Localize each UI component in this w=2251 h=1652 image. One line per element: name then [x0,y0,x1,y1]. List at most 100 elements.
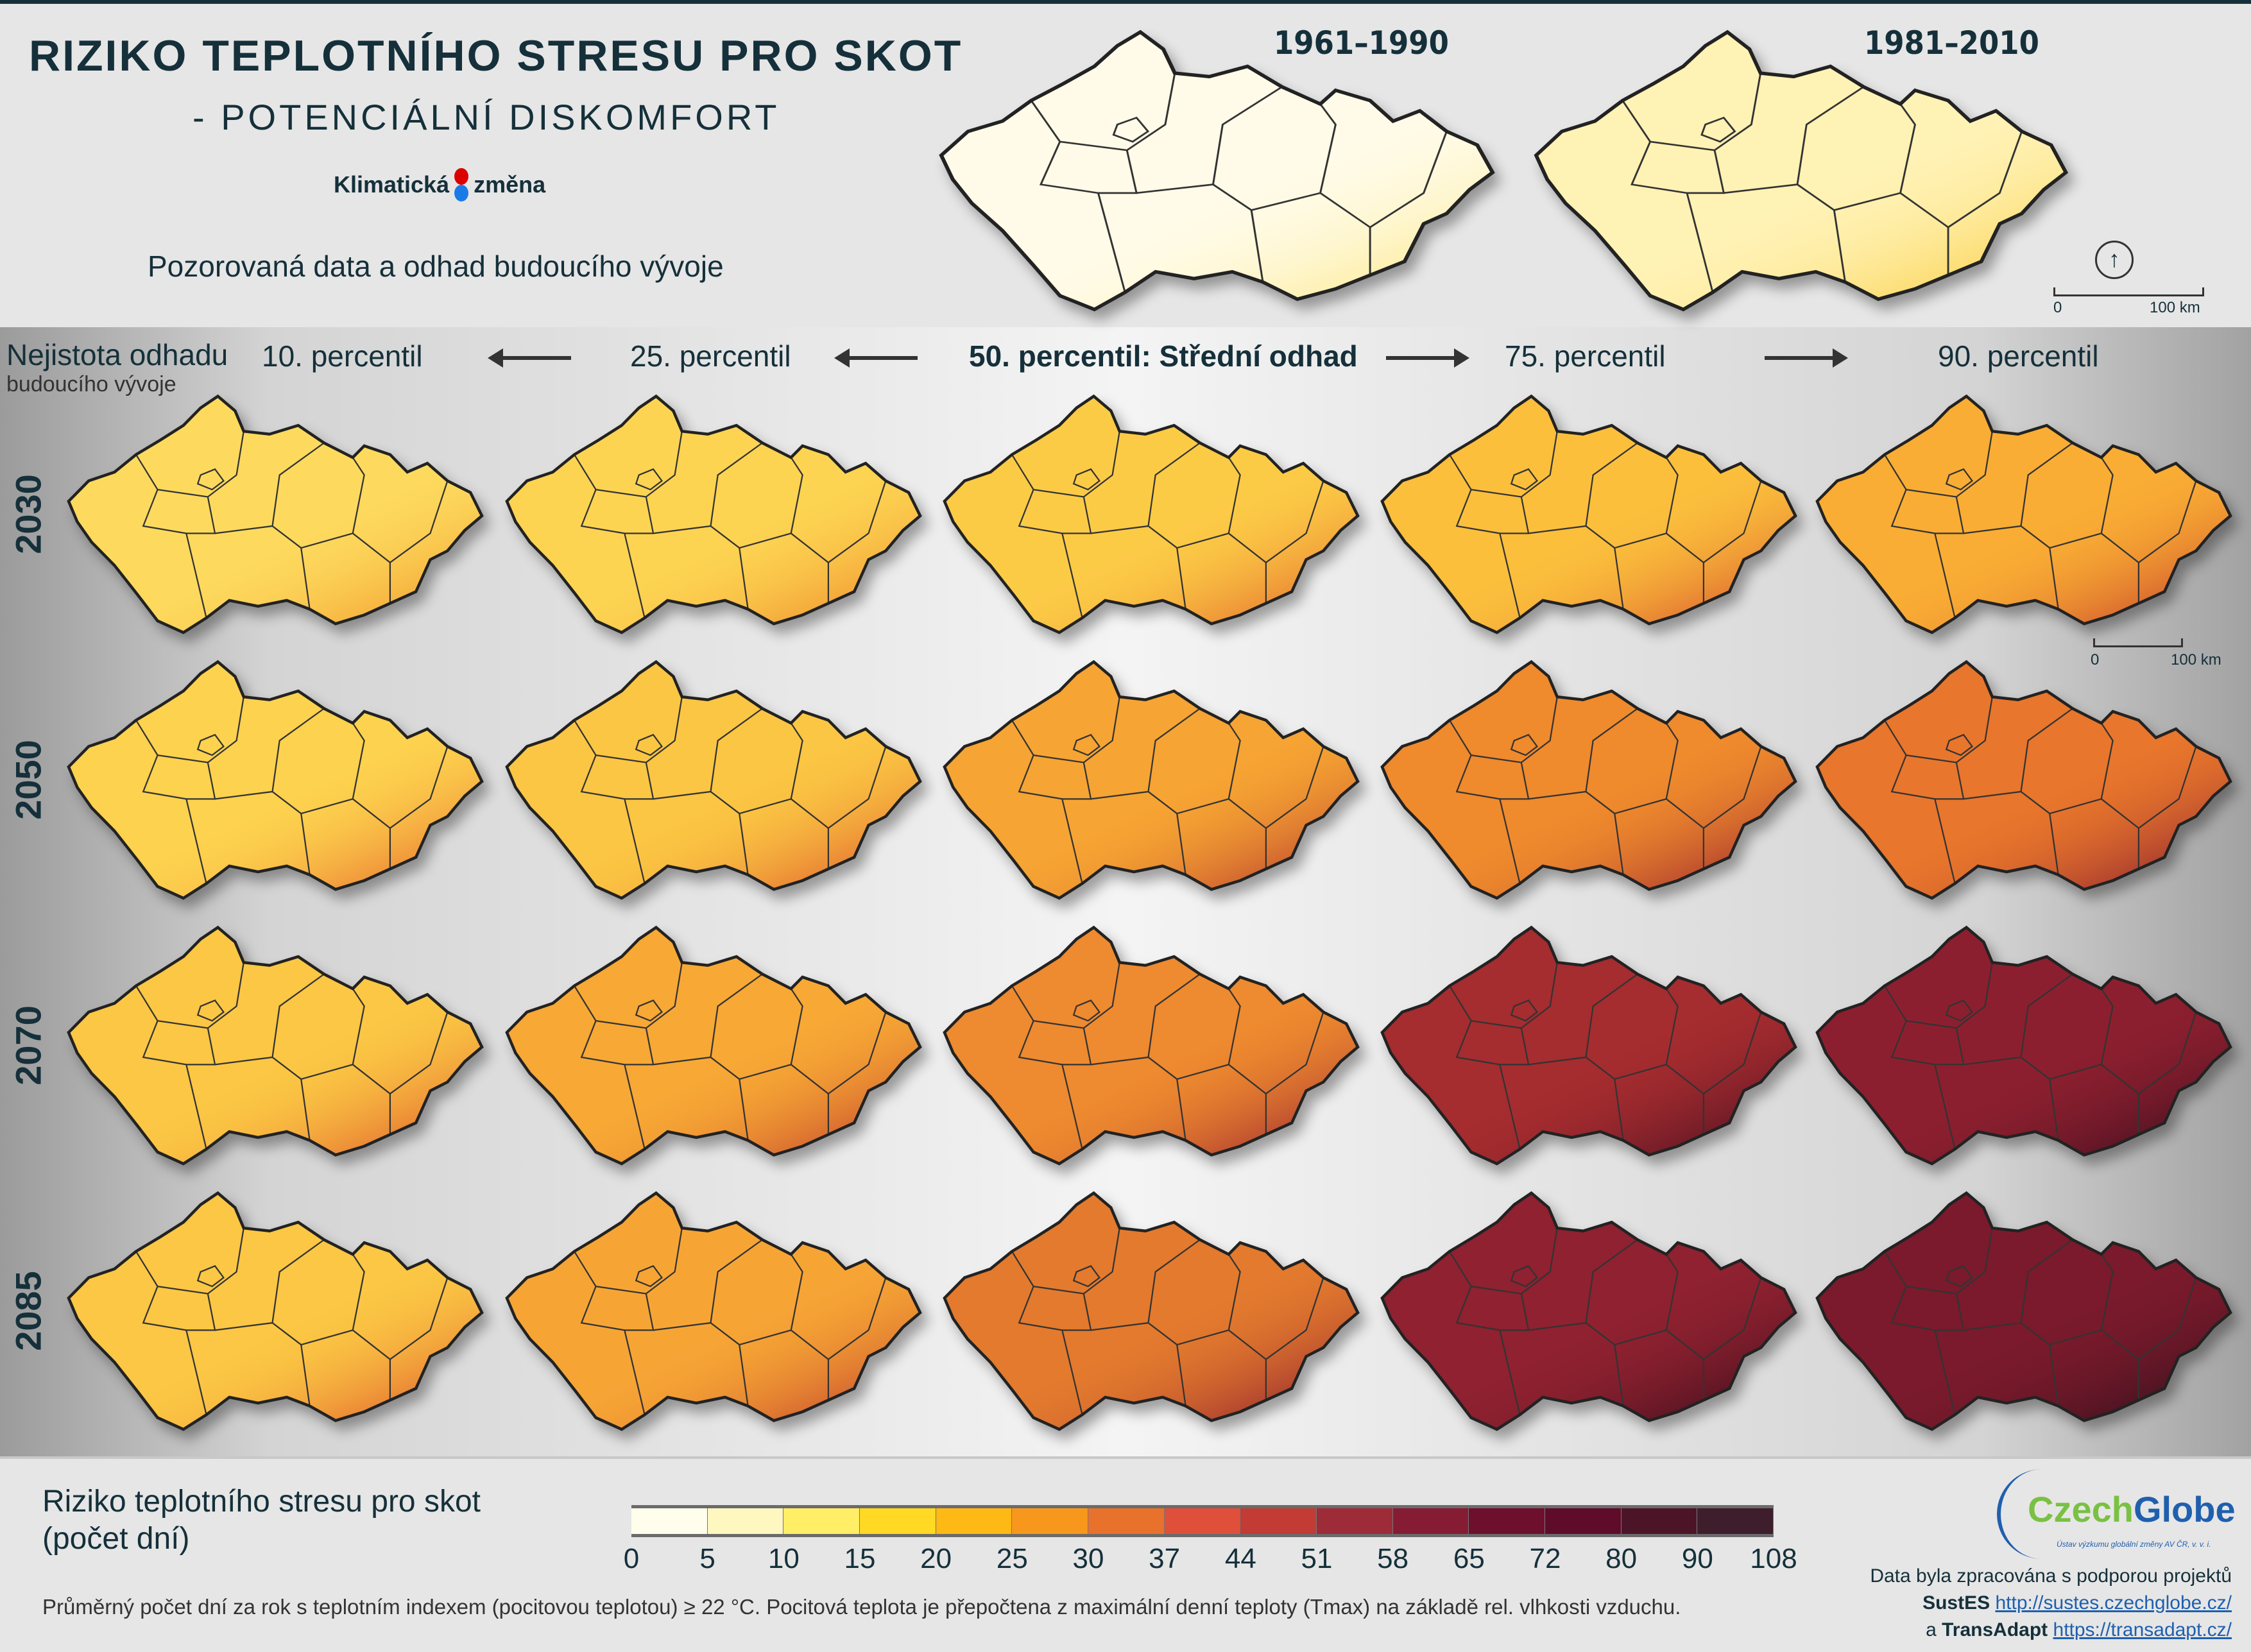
color-swatch [707,1508,784,1534]
tick-label: 37 [1149,1543,1181,1574]
tick-label: 0 [623,1543,640,1574]
map-2085-p10 [57,1184,488,1435]
color-swatch [1545,1508,1622,1534]
map-2050-p50 [933,653,1364,904]
scale-bar-2 [2093,638,2183,647]
arrow-left-icon [834,348,918,368]
color-swatch [860,1508,936,1534]
scale-distance: 100 km [2150,299,2200,316]
color-scale-bar [631,1505,1774,1537]
project-transadapt: TransAdapt [1942,1619,2048,1640]
year-label-2030: 2030 [8,474,49,554]
legend-title: Riziko teplotního stresu pro skot (počet… [42,1483,481,1558]
percentile-90-label: 90. percentil [1938,339,2099,373]
color-swatch [1088,1508,1165,1534]
color-swatch [1469,1508,1546,1534]
map-observed-1981-2010 [1521,22,2073,316]
tick-label: 65 [1453,1543,1485,1574]
transadapt-link[interactable]: https://transadapt.cz/ [2053,1619,2232,1640]
scale-zero: 0 [2053,299,2062,316]
map-2050-p10 [57,653,488,904]
map-2050-p90 [1806,653,2236,904]
percentile-10-label: 10. percentil [262,339,423,373]
uncertainty-subtitle: budoucího vývoje [6,372,176,396]
map-2030-p75 [1371,387,1801,638]
color-scale-ticks: 0 5 10 15 20 25 30 37 44 51 58 65 72 80 90 108 [624,1543,1797,1575]
logo-text-right: změna [474,171,546,198]
tick-label: 44 [1224,1543,1256,1574]
credit-transadapt: a TransAdapt https://transadapt.cz/ [1926,1619,2232,1641]
map-2050-p25 [495,653,926,904]
drops-icon [454,168,469,201]
color-swatch [1317,1508,1393,1534]
page-title: RIZIKO TEPLOTNÍHO STRESU PRO SKOT [29,31,963,80]
color-swatch [1240,1508,1317,1534]
logo-czech: Czech [2028,1489,2134,1529]
map-2085-p75 [1371,1184,1801,1435]
and-text: a [1926,1619,1937,1640]
percentile-75-label: 75. percentil [1505,339,1666,373]
czechglobe-logo-arc [1997,1469,2234,1559]
credit-sustes: SustES http://sustes.czechglobe.cz/ [1922,1592,2232,1614]
sustes-link[interactable]: http://sustes.czechglobe.cz/ [1995,1592,2232,1614]
uncertainty-title: Nejistota odhadu [6,338,228,371]
map-2070-p10 [57,919,488,1170]
legend-title-line2: (počet dní) [42,1522,190,1556]
legend-panel [0,1456,2251,1652]
map-2070-p50 [933,919,1364,1170]
map-2070-p25 [495,919,926,1170]
map-observed-1961-1990 [926,22,1500,316]
credit-line: Data byla zpracována s podporou projektů [1870,1565,2232,1587]
map-2085-p50 [933,1184,1364,1435]
tick-label: 90 [1681,1543,1713,1574]
percentile-25-label: 25. percentil [630,339,791,373]
tick-label: 30 [1072,1543,1104,1574]
tick-label: 80 [1605,1543,1638,1574]
arrow-right-icon [1386,348,1469,368]
tick-label: 25 [996,1543,1028,1574]
page-subtitle: - POTENCIÁLNÍ DISKOMFORT [193,97,780,137]
map-2085-p90 [1806,1184,2236,1435]
color-swatch [936,1508,1013,1534]
map-2030-p10 [57,387,488,638]
tick-label: 20 [920,1543,952,1574]
czechglobe-tagline: Ústav výzkumu globální změny AV ČR, v. v… [2057,1540,2211,1549]
color-swatch [1392,1508,1469,1534]
color-swatch [1164,1508,1241,1534]
observed-caption: Pozorovaná data a odhad budoucího vývoje [148,250,724,283]
color-swatch [631,1508,708,1534]
observed-label-1: 1961–1990 [1274,24,1449,62]
north-arrow-icon: ↑ [2095,241,2134,279]
year-label-2070: 2070 [8,1005,49,1086]
tick-label: 72 [1529,1543,1561,1574]
tick-label: 108 [1750,1543,1797,1574]
map-2030-p50 [933,387,1364,638]
legend-title-line1: Riziko teplotního stresu pro skot [42,1485,481,1519]
map-2030-p90 [1806,387,2236,638]
logo-text-left: Klimatická [334,171,450,198]
observed-label-2: 1981–2010 [1864,24,2039,62]
year-label-2050: 2050 [8,740,49,820]
color-swatch [783,1508,860,1534]
tick-label: 15 [844,1543,876,1574]
footnote: Průměrný počet dní za rok s teplotním in… [42,1595,1681,1619]
map-2030-p25 [495,387,926,638]
scale-bar [2053,287,2204,296]
tick-label: 51 [1301,1543,1333,1574]
tick-label: 5 [699,1543,715,1574]
map-2070-p90 [1806,919,2236,1170]
logo-globe: Globe [2133,1489,2236,1529]
map-2050-p75 [1371,653,1801,904]
arrow-right-icon [1765,348,1848,368]
map-2070-p75 [1371,919,1801,1170]
map-2085-p25 [495,1184,926,1435]
color-swatch [1621,1508,1698,1534]
arrow-left-icon [488,348,571,368]
percentile-50-label: 50. percentil: Střední odhad [969,339,1358,373]
czechglobe-logo: CzechGlobe [2028,1488,2236,1530]
tick-label: 10 [767,1543,800,1574]
scale-zero-2: 0 [2091,651,2100,668]
color-swatch [1012,1508,1089,1534]
color-swatch [1697,1508,1774,1534]
project-sustes: SustES [1922,1592,1990,1614]
